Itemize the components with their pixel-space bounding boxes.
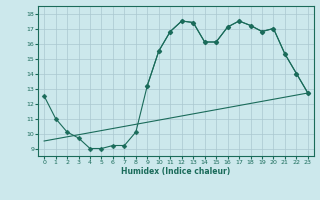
X-axis label: Humidex (Indice chaleur): Humidex (Indice chaleur) [121,167,231,176]
